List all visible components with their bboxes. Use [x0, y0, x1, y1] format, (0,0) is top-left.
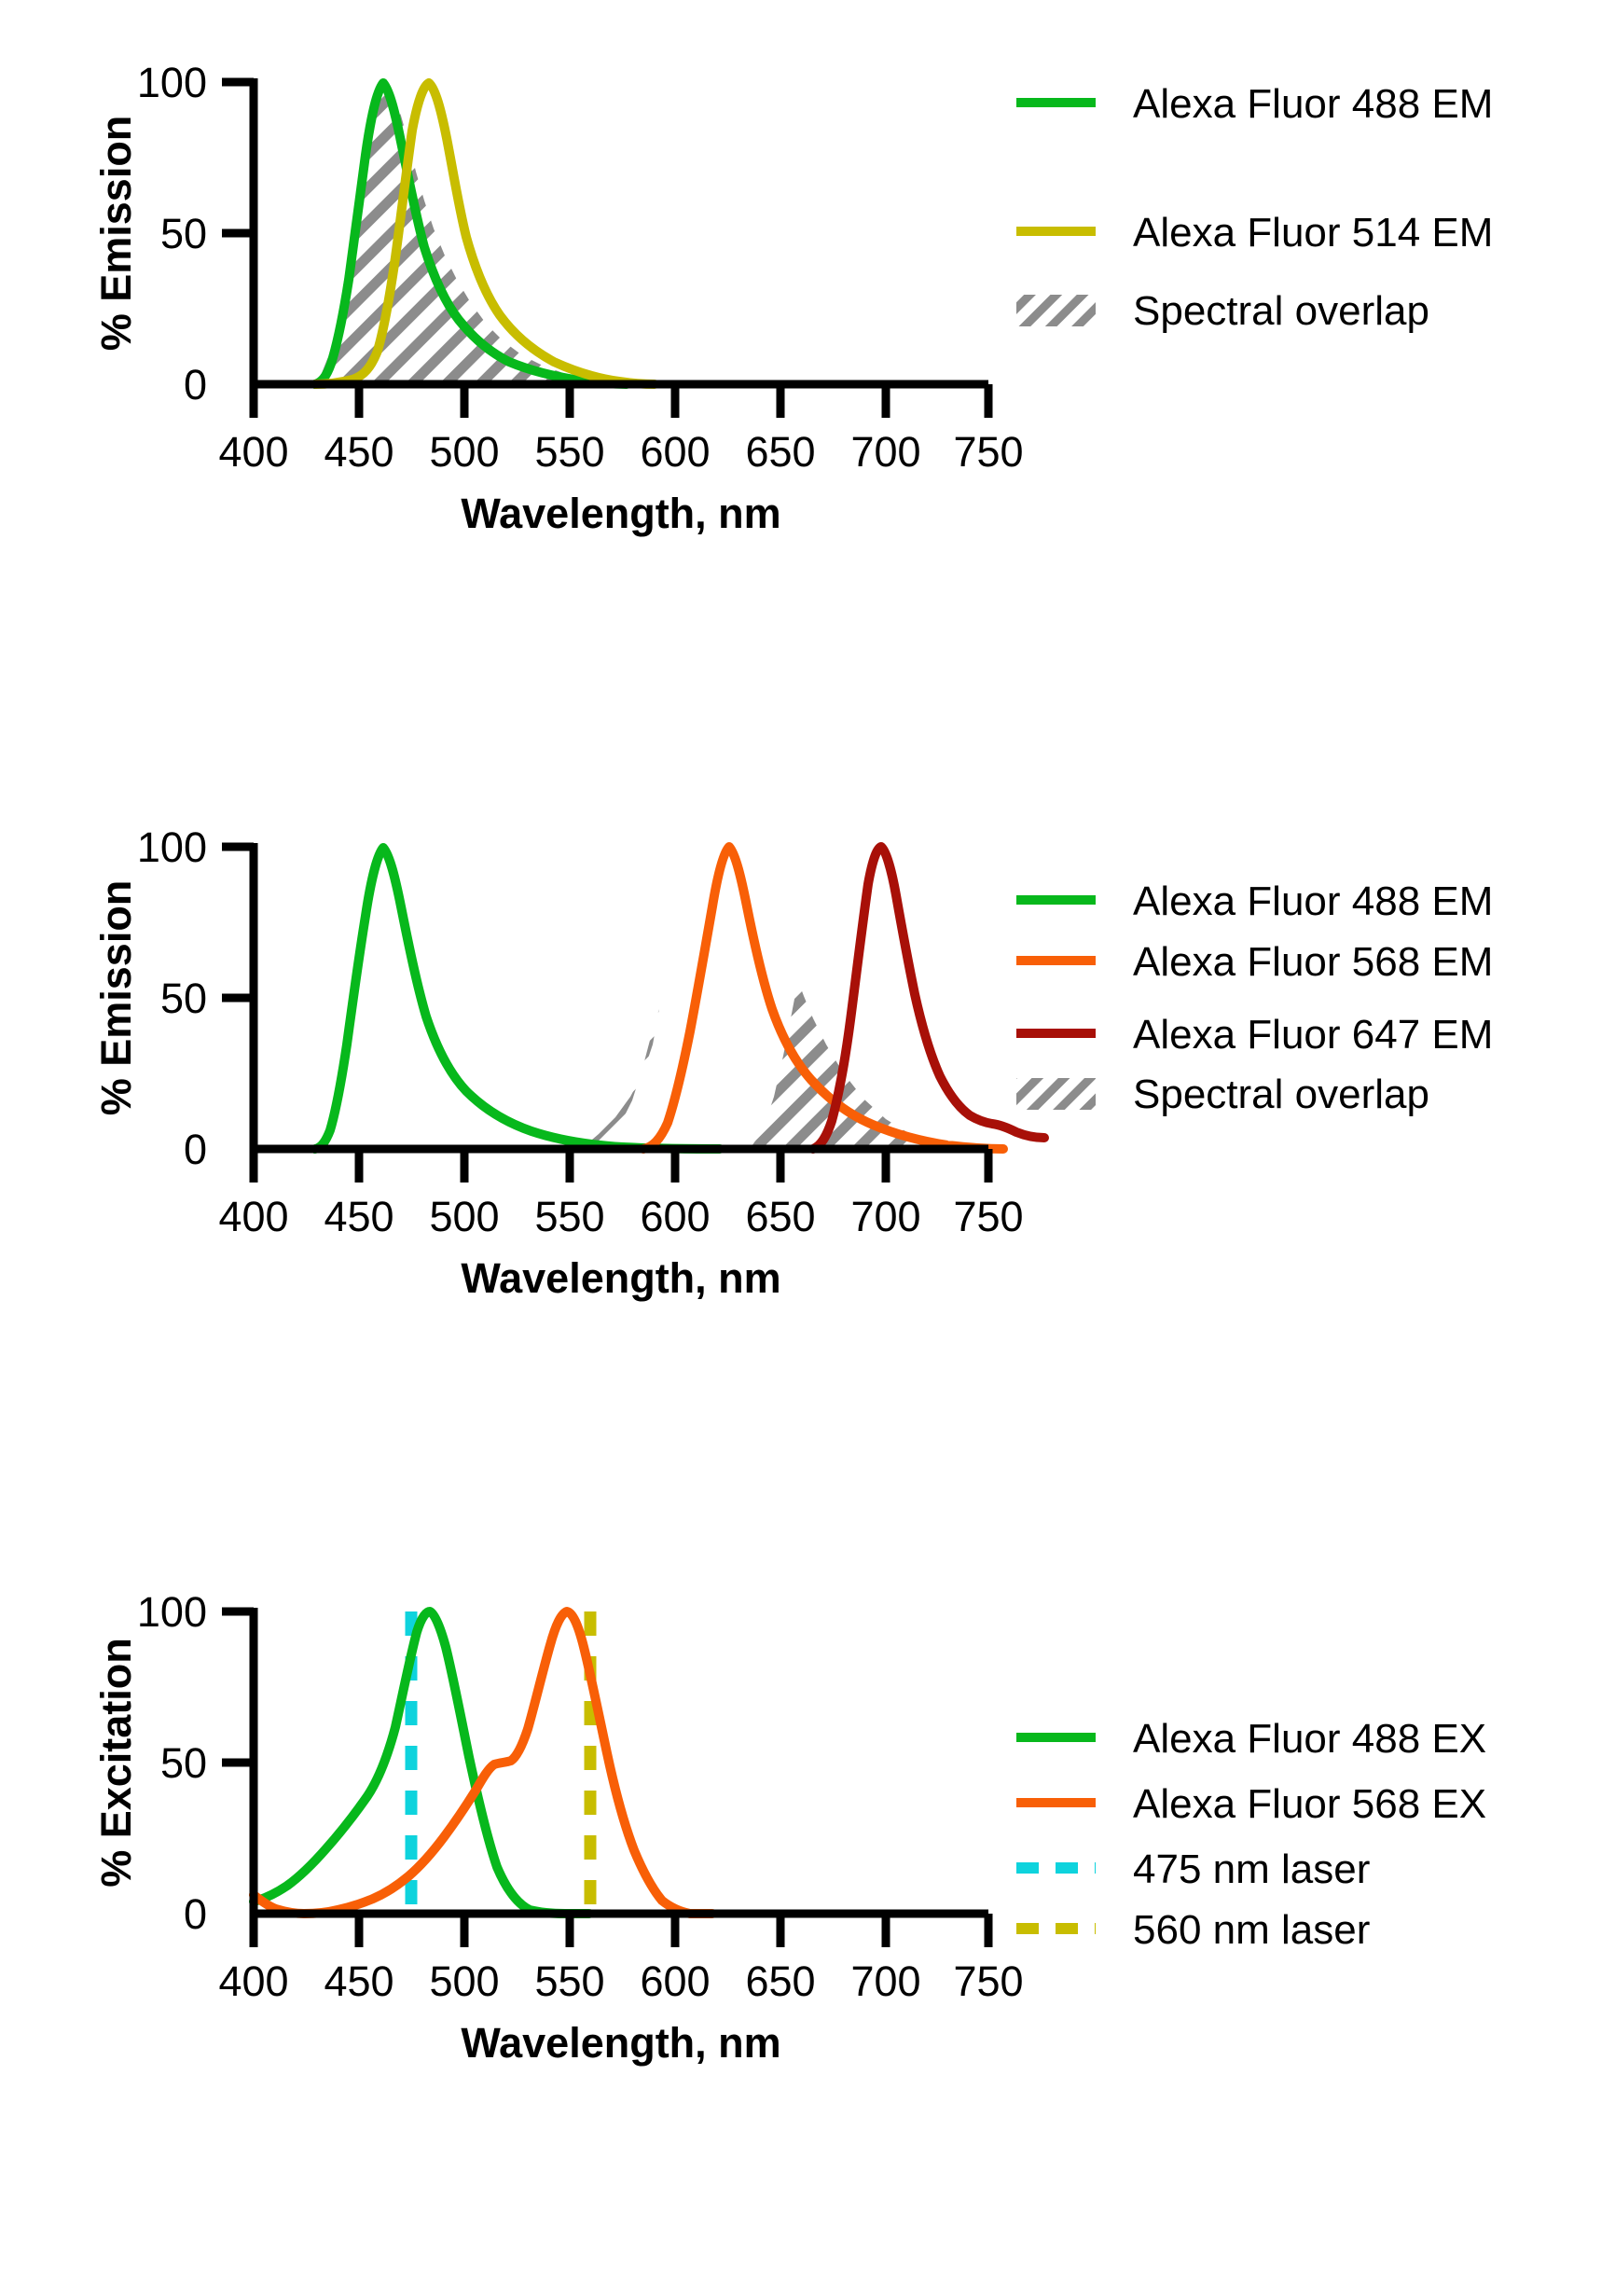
- spectral-overlap-region-1: [582, 1009, 659, 1149]
- panel-1-svg: 100 50 0 400 450 500 550 600 650 700 750: [92, 59, 1493, 537]
- legend-label-488ex: Alexa Fluor 488 EX: [1133, 1716, 1486, 1762]
- panel-2-x-axis-title: Wavelength, nm: [461, 1254, 780, 1302]
- panel-2-ytick-label-0: 0: [184, 1126, 207, 1173]
- panel-3-xtick-label-500: 500: [429, 1957, 499, 2005]
- legend-label-568ex: Alexa Fluor 568 EX: [1133, 1781, 1486, 1827]
- panel-3-xtick-label-750: 750: [953, 1957, 1023, 2005]
- legend-label-spectral-overlap-2: Spectral overlap: [1133, 1072, 1429, 1117]
- panel-3-y-axis-title: % Excitation: [92, 1638, 140, 1888]
- panel-1-x-axis-title: Wavelength, nm: [461, 490, 780, 537]
- panel-2-xtick-label-400: 400: [218, 1193, 288, 1240]
- panel-3-ytick-label-50: 50: [160, 1739, 207, 1787]
- panel-1-xtick-label-600: 600: [640, 428, 710, 476]
- panel-1-xtick-label-750: 750: [953, 428, 1023, 476]
- panel-3: 100 50 0 400 450 500 550 600 650 700 750…: [0, 1529, 1615, 2296]
- panel-2-ytick-label-100: 100: [137, 823, 207, 871]
- panel-1: 100 50 0 400 450 500 550 600 650 700 750: [0, 0, 1615, 765]
- curve-alexa-fluor-568-em: [639, 842, 1008, 1154]
- panel-2-xtick-label-600: 600: [640, 1193, 710, 1240]
- panel-3-xtick-label-450: 450: [324, 1957, 393, 2005]
- curve-alexa-fluor-488-em-2: [311, 843, 725, 1154]
- panel-2-xtick-label-450: 450: [324, 1193, 393, 1240]
- panel-1-xtick-label-550: 550: [534, 428, 604, 476]
- legend-label-488em-2: Alexa Fluor 488 EM: [1133, 878, 1493, 924]
- panel-2-xtick-label-750: 750: [953, 1193, 1023, 1240]
- panel-3-ytick-label-100: 100: [137, 1588, 207, 1636]
- panel-3-x-ticks: [249, 1914, 993, 1947]
- panel-3-xtick-label-600: 600: [640, 1957, 710, 2005]
- legend-label-647em: Alexa Fluor 647 EM: [1133, 1012, 1493, 1058]
- panel-3-xtick-label-550: 550: [534, 1957, 604, 2005]
- panel-1-ytick-label-100: 100: [137, 59, 207, 106]
- panel-2: 100 50 0 400 450 500 550 600 650 700 750…: [0, 765, 1615, 1529]
- panel-1-y-axis-title: % Emission: [92, 116, 140, 352]
- panel-3-x-axis-title: Wavelength, nm: [461, 2019, 780, 2067]
- curve-alexa-fluor-647-em: [808, 842, 1049, 1154]
- legend-label-568em: Alexa Fluor 568 EM: [1133, 939, 1493, 985]
- panel-3-ytick-label-0: 0: [184, 1890, 207, 1938]
- legend-label-514em: Alexa Fluor 514 EM: [1133, 210, 1493, 256]
- panel-2-xtick-label-650: 650: [745, 1193, 815, 1240]
- panel-3-xtick-label-400: 400: [218, 1957, 288, 2005]
- spectral-overlap-region-2: [750, 981, 962, 1149]
- spectral-overlap-region: [315, 82, 627, 384]
- panel-2-xtick-label-700: 700: [850, 1193, 920, 1240]
- legend-label-560nm-laser: 560 nm laser: [1133, 1907, 1370, 1953]
- panel-1-xtick-label-700: 700: [850, 428, 920, 476]
- panel-1-x-ticks: [249, 384, 993, 418]
- curve-alexa-fluor-568-ex: [249, 1607, 717, 1918]
- curve-alexa-fluor-488-em: [311, 78, 631, 389]
- legend-label-488em: Alexa Fluor 488 EM: [1133, 81, 1493, 127]
- panel-2-legend: Alexa Fluor 488 EM Alexa Fluor 568 EM Al…: [1016, 878, 1493, 1117]
- panel-3-xtick-label-650: 650: [745, 1957, 815, 2005]
- curve-alexa-fluor-488-ex: [249, 1607, 594, 1918]
- panel-1-ytick-label-50: 50: [160, 210, 207, 257]
- legend-label-spectral-overlap: Spectral overlap: [1133, 288, 1429, 334]
- panel-3-legend: Alexa Fluor 488 EX Alexa Fluor 568 EX 47…: [1016, 1716, 1486, 1953]
- panel-3-xtick-label-700: 700: [850, 1957, 920, 2005]
- panel-2-x-ticks: [249, 1149, 993, 1183]
- panel-1-xtick-label-500: 500: [429, 428, 499, 476]
- panel-1-legend: Alexa Fluor 488 EM Alexa Fluor 514 EM Sp…: [1016, 81, 1493, 334]
- panel-1-xtick-label-450: 450: [324, 428, 393, 476]
- panel-2-xtick-label-500: 500: [429, 1193, 499, 1240]
- panel-1-xtick-label-650: 650: [745, 428, 815, 476]
- panel-1-ytick-label-0: 0: [184, 361, 207, 408]
- legend-swatch-spectral-overlap: [1016, 295, 1096, 326]
- panel-2-y-axis-title: % Emission: [92, 880, 140, 1116]
- panel-2-ytick-label-50: 50: [160, 975, 207, 1022]
- panel-3-svg: 100 50 0 400 450 500 550 600 650 700 750…: [92, 1588, 1486, 2067]
- curve-alexa-fluor-514-em: [311, 78, 659, 389]
- legend-label-475nm-laser: 475 nm laser: [1133, 1846, 1370, 1892]
- panel-2-svg: 100 50 0 400 450 500 550 600 650 700 750…: [92, 823, 1493, 1302]
- panel-1-xtick-label-400: 400: [218, 428, 288, 476]
- panel-2-xtick-label-550: 550: [534, 1193, 604, 1240]
- legend-swatch-spectral-overlap-2: [1016, 1078, 1096, 1110]
